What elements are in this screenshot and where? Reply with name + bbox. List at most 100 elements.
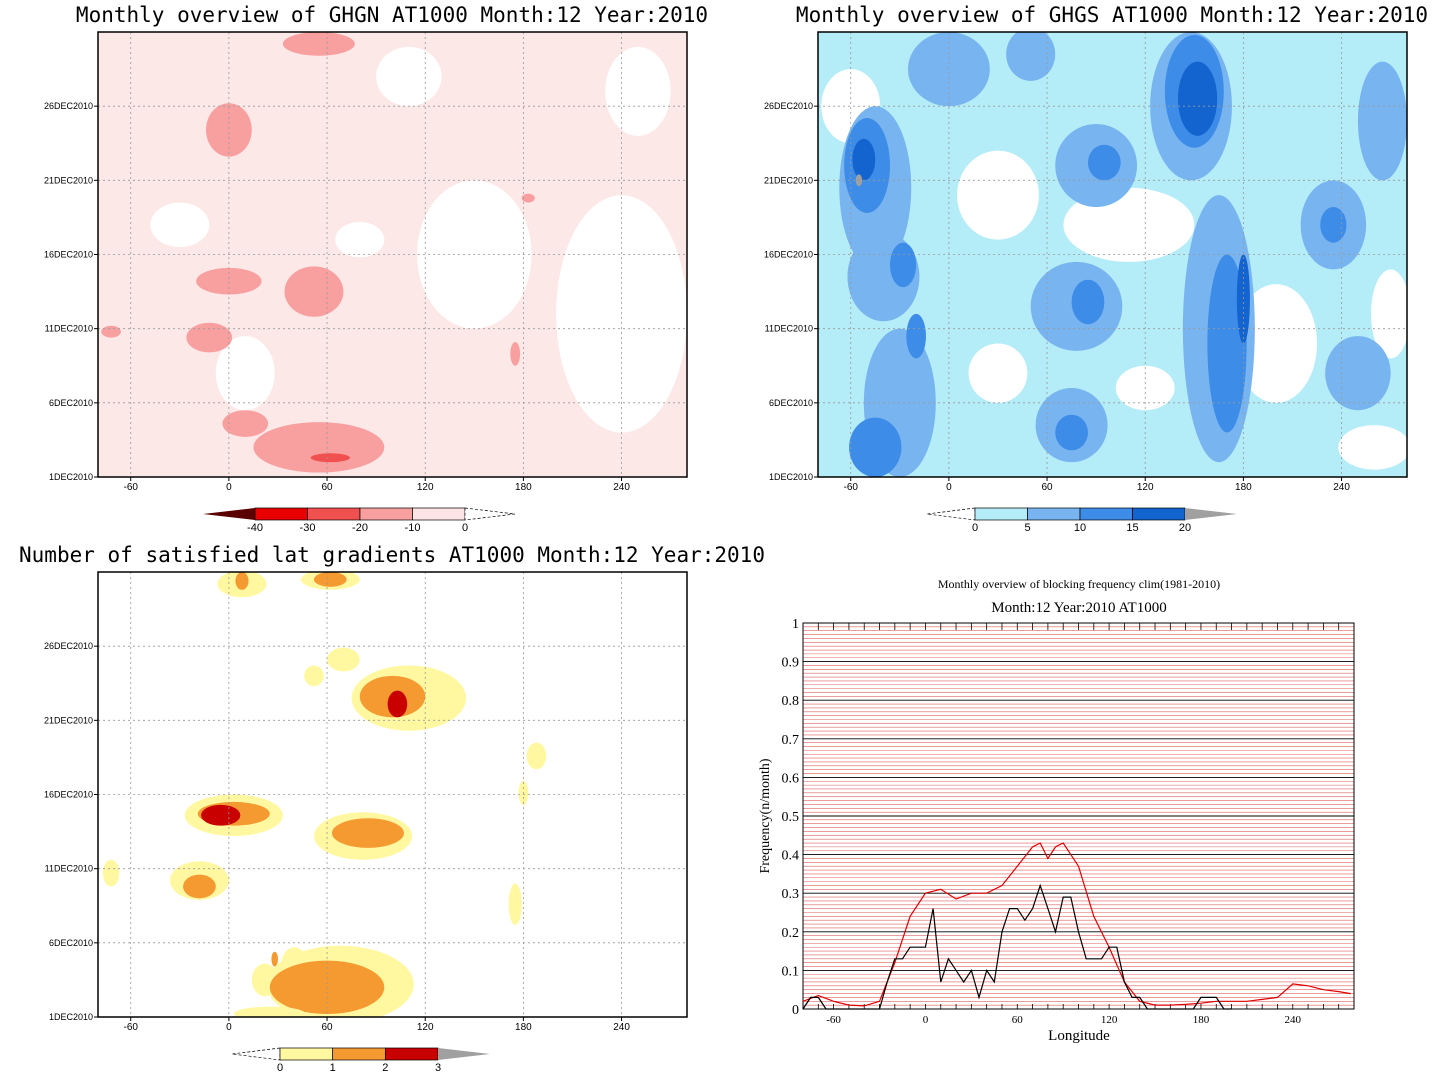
chart-title: Monthly overview of blocking frequency c… <box>938 577 1220 591</box>
colorbar-box <box>307 507 361 521</box>
y-tick-label: 6DEC2010 <box>769 398 813 408</box>
blank-region <box>1338 425 1407 470</box>
colorbar-label: 1 <box>330 1062 336 1074</box>
contour-region <box>906 313 926 359</box>
contour-region <box>183 874 216 899</box>
x-tick-label: 60 <box>321 482 333 493</box>
colorbar-box <box>1132 507 1186 521</box>
colorbar: 0 5 10 15 20 <box>926 507 1237 534</box>
colorbar-box <box>254 507 308 521</box>
blank-region <box>376 46 442 107</box>
contour-region <box>1087 144 1121 181</box>
contour-panel-2: -60 0 60 120 180 240 1DEC2010 6DEC2010 11DEC2010… <box>764 3 1428 534</box>
colorbar-box <box>279 1047 334 1061</box>
contour-region <box>253 422 385 473</box>
contour-region <box>1177 61 1218 136</box>
blank-region <box>215 336 275 411</box>
contour-region <box>1006 32 1056 81</box>
y-tick-label: 16DEC2010 <box>44 250 93 260</box>
x-tick-label: 240 <box>1285 1014 1302 1026</box>
y-tick-label: 0.6 <box>782 771 800 786</box>
contour-region <box>387 690 408 718</box>
colorbar-box <box>1027 507 1081 521</box>
y-tick-label: 0.1 <box>782 964 800 979</box>
colorbar-label: 2 <box>382 1062 388 1074</box>
contour-region <box>313 572 347 587</box>
y-tick-label: 1DEC2010 <box>49 1012 93 1022</box>
chart-title: Number of satisfied lat gradients AT1000… <box>19 543 765 567</box>
blank-region <box>605 46 671 136</box>
contour-region <box>521 193 535 203</box>
y-tick-label: 21DEC2010 <box>764 175 813 185</box>
x-tick-label: 180 <box>1235 482 1252 493</box>
y-tick-label: 0.9 <box>782 656 800 671</box>
x-tick-label: 0 <box>946 482 952 493</box>
colorbar-box <box>332 1047 386 1061</box>
y-tick-label: 6DEC2010 <box>49 938 93 948</box>
contour-region <box>101 325 121 338</box>
y-tick-label: 26DEC2010 <box>44 641 93 651</box>
contour-region <box>310 453 350 463</box>
y-tick-label: 0.7 <box>782 733 800 748</box>
y-tick-label: 21DEC2010 <box>44 175 93 185</box>
x-tick-label: 120 <box>417 1022 434 1033</box>
y-tick-label: 16DEC2010 <box>44 790 93 800</box>
x-tick-label: 60 <box>1012 1014 1024 1026</box>
blank-region <box>1371 269 1407 359</box>
colorbar-label: 0 <box>462 522 468 534</box>
contour-panel-1: -60 0 60 120 180 240 1DEC2010 6DEC2010 11DEC2010… <box>44 3 708 534</box>
colorbar-box <box>1079 507 1133 521</box>
contour-region <box>1055 414 1088 451</box>
colorbar: -40 -30 -20 -10 0 <box>203 507 516 534</box>
chart-title: Monthly overview of GHGS AT1000 Month:12… <box>796 3 1428 27</box>
blank-region <box>968 343 1028 403</box>
x-tick-label: 0 <box>226 482 232 493</box>
contour-region <box>282 32 355 56</box>
y-tick-label: 1DEC2010 <box>49 472 93 482</box>
y-tick-label: 0.2 <box>782 926 800 941</box>
x-tick-label: -60 <box>123 482 138 493</box>
contour-region <box>284 266 344 317</box>
x-tick-label: -60 <box>826 1014 841 1026</box>
y-tick-label: 11DEC2010 <box>765 324 813 334</box>
colorbar-extend-high <box>438 1048 490 1060</box>
series-line-1 <box>802 842 1351 1007</box>
contour-layer <box>818 32 1407 477</box>
y-tick-label: 21DEC2010 <box>44 715 93 725</box>
contour-region <box>907 32 990 107</box>
contour-region <box>510 342 521 366</box>
contour-region <box>196 267 262 295</box>
colorbar-label: 20 <box>1179 522 1191 534</box>
line-chart-panel: -60 0 60 120 180 240 0 0.1 0.2 0.3 0.4 0.5 0.6 0.7 0.8… <box>758 577 1355 1044</box>
x-tick-label: 180 <box>515 482 532 493</box>
contour-region <box>327 647 360 672</box>
blank-region <box>150 202 210 248</box>
colorbar-box <box>384 1047 439 1061</box>
x-tick-label: 60 <box>321 1022 333 1033</box>
blank-region <box>1235 284 1318 403</box>
y-tick-label: 1 <box>792 617 799 632</box>
x-axis-label: Longitude <box>1048 1028 1110 1044</box>
chart-title: Monthly overview of GHGN AT1000 Month:12… <box>76 3 708 27</box>
y-tick-label: 26DEC2010 <box>44 101 93 111</box>
colorbar-label: -40 <box>247 522 263 534</box>
contour-panel-3: -60 0 60 120 180 2401DEC20106DEC201011DEC2010… <box>19 543 765 1074</box>
contour-region <box>508 883 522 926</box>
colorbar-label: 0 <box>277 1062 283 1074</box>
contour-region <box>205 103 252 157</box>
contour-region <box>304 665 324 687</box>
y-tick-label: 0.3 <box>782 887 800 902</box>
y-tick-label: 26DEC2010 <box>764 101 813 111</box>
contour-region <box>331 818 404 848</box>
contour-region <box>222 410 269 437</box>
colorbar-box <box>412 507 466 521</box>
x-tick-label: 180 <box>1193 1014 1210 1026</box>
x-tick-label: 180 <box>515 1022 532 1033</box>
x-tick-label: -60 <box>123 1022 138 1033</box>
colorbar-label: 0 <box>972 522 978 534</box>
colorbar-label: 15 <box>1126 522 1138 534</box>
contour-region <box>526 742 547 770</box>
colorbar-extend-low <box>231 1047 281 1061</box>
y-tick-label: 0.4 <box>782 849 800 864</box>
